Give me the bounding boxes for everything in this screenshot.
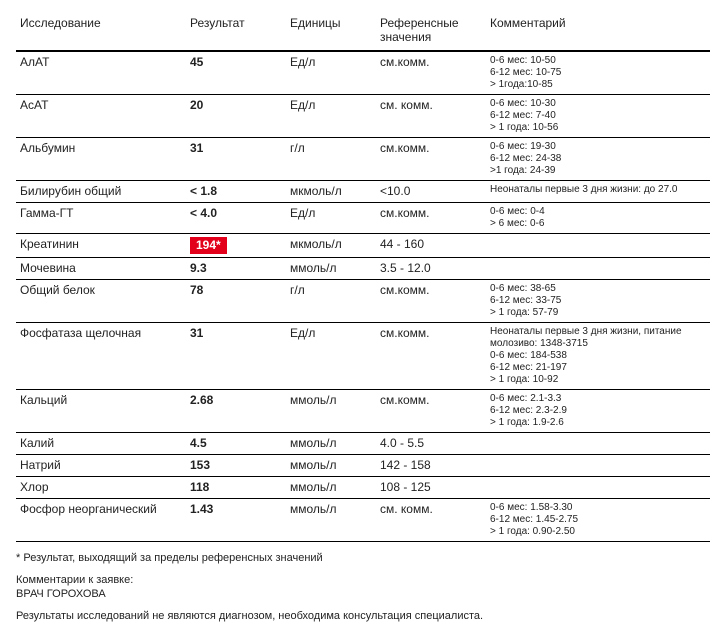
cell-unit: Ед/л	[286, 95, 376, 138]
cell-result: 9.3	[186, 258, 286, 280]
table-header-row: Исследование Результат Единицы Референсн…	[16, 12, 710, 51]
cell-comment: 0-6 мес: 10-30 6-12 мес: 7-40 > 1 года: …	[486, 95, 710, 138]
cell-comment	[486, 433, 710, 455]
cell-unit: ммоль/л	[286, 390, 376, 433]
table-row: Фосфор неорганический1.43ммоль/лсм. комм…	[16, 499, 710, 542]
cell-unit: г/л	[286, 138, 376, 181]
cell-unit: Ед/л	[286, 323, 376, 390]
header-comment: Комментарий	[486, 12, 710, 51]
cell-result: 118	[186, 477, 286, 499]
footnote-asterisk: * Результат, выходящий за пределы рефере…	[16, 552, 710, 564]
flagged-result: 194*	[190, 237, 227, 254]
cell-comment	[486, 258, 710, 280]
cell-unit: мкмоль/л	[286, 181, 376, 203]
cell-comment	[486, 477, 710, 499]
cell-ref: <10.0	[376, 181, 486, 203]
cell-comment	[486, 234, 710, 258]
cell-comment: 0-6 мес: 19-30 6-12 мес: 24-38 >1 года: …	[486, 138, 710, 181]
cell-unit: ммоль/л	[286, 258, 376, 280]
header-ref: Референсные значения	[376, 12, 486, 51]
cell-result: 2.68	[186, 390, 286, 433]
cell-result: 31	[186, 323, 286, 390]
cell-unit: ммоль/л	[286, 455, 376, 477]
table-row: Гамма-ГТ< 4.0Ед/лсм.комм.0-6 мес: 0-4 > …	[16, 203, 710, 234]
cell-unit: г/л	[286, 280, 376, 323]
lab-results-table: Исследование Результат Единицы Референсн…	[16, 12, 710, 542]
cell-test: Мочевина	[16, 258, 186, 280]
cell-result: < 1.8	[186, 181, 286, 203]
cell-test: Натрий	[16, 455, 186, 477]
cell-result: 31	[186, 138, 286, 181]
cell-unit: ммоль/л	[286, 499, 376, 542]
cell-comment: Неонаталы первые 3 дня жизни, питание мо…	[486, 323, 710, 390]
cell-ref: см.комм.	[376, 51, 486, 95]
cell-unit: ммоль/л	[286, 477, 376, 499]
cell-ref: см.комм.	[376, 203, 486, 234]
cell-comment	[486, 455, 710, 477]
cell-result: 153	[186, 455, 286, 477]
cell-test: Альбумин	[16, 138, 186, 181]
cell-ref: 142 - 158	[376, 455, 486, 477]
cell-result: < 4.0	[186, 203, 286, 234]
table-row: Креатинин194* мкмоль/л44 - 160	[16, 234, 710, 258]
table-row: АсАТ20Ед/лсм. комм.0-6 мес: 10-30 6-12 м…	[16, 95, 710, 138]
table-row: Мочевина9.3ммоль/л3.5 - 12.0	[16, 258, 710, 280]
cell-ref: 44 - 160	[376, 234, 486, 258]
cell-ref: см. комм.	[376, 499, 486, 542]
cell-ref: 108 - 125	[376, 477, 486, 499]
cell-result: 4.5	[186, 433, 286, 455]
cell-ref: 4.0 - 5.5	[376, 433, 486, 455]
cell-test: Кальций	[16, 390, 186, 433]
cell-test: Хлор	[16, 477, 186, 499]
table-row: АлАТ45Ед/лсм.комм.0-6 мес: 10-50 6-12 ме…	[16, 51, 710, 95]
cell-ref: см.комм.	[376, 138, 486, 181]
cell-unit: ммоль/л	[286, 433, 376, 455]
table-row: Билирубин общий< 1.8мкмоль/л<10.0Неоната…	[16, 181, 710, 203]
disclaimer-text: Результаты исследований не являются диаг…	[16, 610, 710, 622]
table-row: Фосфатаза щелочная31Ед/лсм.комм.Неонатал…	[16, 323, 710, 390]
cell-comment: 0-6 мес: 2.1-3.3 6-12 мес: 2.3-2.9 > 1 г…	[486, 390, 710, 433]
cell-test: Гамма-ГТ	[16, 203, 186, 234]
cell-comment: 0-6 мес: 0-4 > 6 мес: 0-6	[486, 203, 710, 234]
cell-comment: 0-6 мес: 10-50 6-12 мес: 10-75 > 1года:1…	[486, 51, 710, 95]
cell-ref: см.комм.	[376, 280, 486, 323]
cell-unit: Ед/л	[286, 203, 376, 234]
cell-test: Фосфатаза щелочная	[16, 323, 186, 390]
table-row: Альбумин31г/лсм.комм.0-6 мес: 19-30 6-12…	[16, 138, 710, 181]
cell-result: 1.43	[186, 499, 286, 542]
cell-ref: см.комм.	[376, 323, 486, 390]
cell-result: 20	[186, 95, 286, 138]
header-unit: Единицы	[286, 12, 376, 51]
cell-result: 45	[186, 51, 286, 95]
cell-test: АсАТ	[16, 95, 186, 138]
cell-test: Фосфор неорганический	[16, 499, 186, 542]
cell-test: Калий	[16, 433, 186, 455]
table-row: Общий белок78г/лсм.комм.0-6 мес: 38-65 6…	[16, 280, 710, 323]
header-test: Исследование	[16, 12, 186, 51]
cell-test: АлАТ	[16, 51, 186, 95]
header-result: Результат	[186, 12, 286, 51]
doctor-name: ВРАЧ ГОРОХОВА	[16, 588, 710, 600]
table-row: Калий4.5ммоль/л4.0 - 5.5	[16, 433, 710, 455]
cell-unit: Ед/л	[286, 51, 376, 95]
table-row: Натрий153ммоль/л142 - 158	[16, 455, 710, 477]
cell-comment: Неонаталы первые 3 дня жизни: до 27.0	[486, 181, 710, 203]
cell-test: Общий белок	[16, 280, 186, 323]
cell-ref: см. комм.	[376, 95, 486, 138]
cell-result: 194*	[186, 234, 286, 258]
table-row: Хлор118ммоль/л108 - 125	[16, 477, 710, 499]
cell-ref: см.комм.	[376, 390, 486, 433]
cell-comment: 0-6 мес: 1.58-3.30 6-12 мес: 1.45-2.75 >…	[486, 499, 710, 542]
table-row: Кальций2.68ммоль/лсм.комм.0-6 мес: 2.1-3…	[16, 390, 710, 433]
cell-unit: мкмоль/л	[286, 234, 376, 258]
cell-comment: 0-6 мес: 38-65 6-12 мес: 33-75 > 1 года:…	[486, 280, 710, 323]
cell-result: 78	[186, 280, 286, 323]
cell-test: Креатинин	[16, 234, 186, 258]
cell-ref: 3.5 - 12.0	[376, 258, 486, 280]
cell-test: Билирубин общий	[16, 181, 186, 203]
